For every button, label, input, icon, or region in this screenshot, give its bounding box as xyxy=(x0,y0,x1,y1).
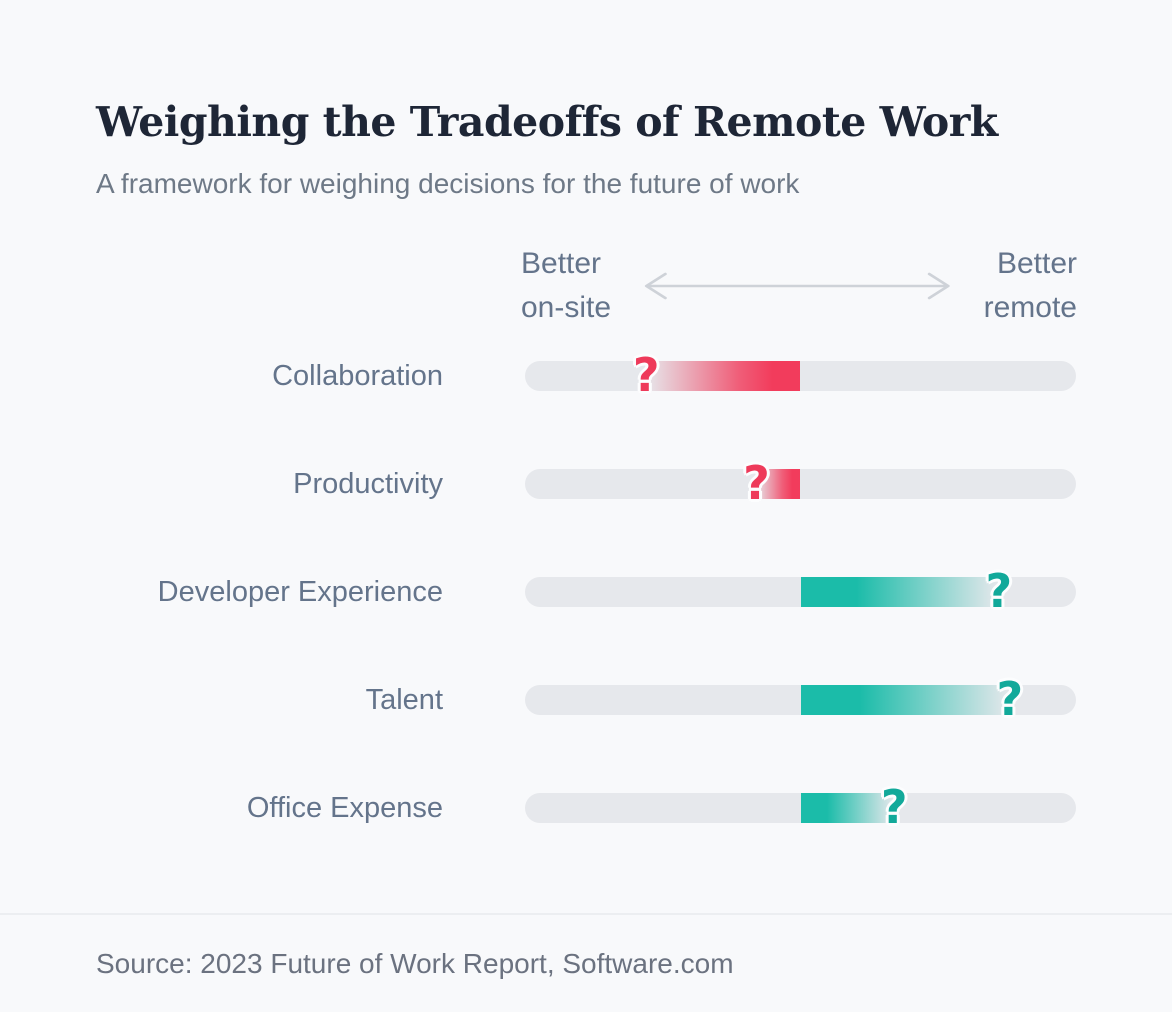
bar-track xyxy=(525,577,1076,607)
chart-row: Productivity? xyxy=(0,430,1172,538)
bar-track xyxy=(525,793,1076,823)
chart-row: Developer Experience? xyxy=(0,538,1172,646)
bar-fill-onsite xyxy=(646,361,801,391)
chart-subtitle: A framework for weighing decisions for t… xyxy=(96,168,800,199)
row-label: Talent xyxy=(365,683,443,716)
bar-track xyxy=(525,361,1076,391)
bar-fill-remote xyxy=(800,685,1010,715)
uncertainty-marker: ? xyxy=(880,780,908,835)
bar-track xyxy=(525,469,1076,499)
uncertainty-marker: ? xyxy=(743,456,770,511)
bar-rows: Collaboration? Productivity? Developer Exp… xyxy=(0,322,1172,862)
uncertainty-marker: ? xyxy=(985,564,1013,619)
bar-fill-remote xyxy=(800,577,999,607)
chart-row: Office Expense? xyxy=(0,754,1172,862)
chart-title: Weighing the Tradeoffs of Remote Work xyxy=(96,98,998,146)
bar-wrap: ? xyxy=(525,460,1076,506)
bar-fill-remote xyxy=(800,793,895,823)
row-label: Collaboration xyxy=(272,359,443,392)
axis-double-arrow-icon xyxy=(644,272,950,300)
row-label: Office Expense xyxy=(246,791,443,824)
bar-fill-onsite xyxy=(756,469,801,499)
bar-track xyxy=(525,685,1076,715)
row-label: Productivity xyxy=(293,467,443,500)
row-label: Developer Experience xyxy=(157,575,443,608)
bar-wrap: ? xyxy=(525,352,1076,398)
axis-label-remote: Better remote xyxy=(983,247,1077,324)
footer: Source: 2023 Future of Work Report, Soft… xyxy=(0,913,1172,1012)
bar-wrap: ? xyxy=(525,568,1076,614)
uncertainty-marker: ? xyxy=(632,348,660,403)
uncertainty-marker: ? xyxy=(996,672,1024,727)
source-text: Source: 2023 Future of Work Report, Soft… xyxy=(96,947,734,979)
axis-label-onsite: Better on-site xyxy=(521,247,612,324)
axis-header: Better on-site Better remote xyxy=(521,242,1077,330)
bar-wrap: ? xyxy=(525,676,1076,722)
chart-row: Talent? xyxy=(0,646,1172,754)
bar-wrap: ? xyxy=(525,784,1076,830)
chart-row: Collaboration? xyxy=(0,322,1172,430)
